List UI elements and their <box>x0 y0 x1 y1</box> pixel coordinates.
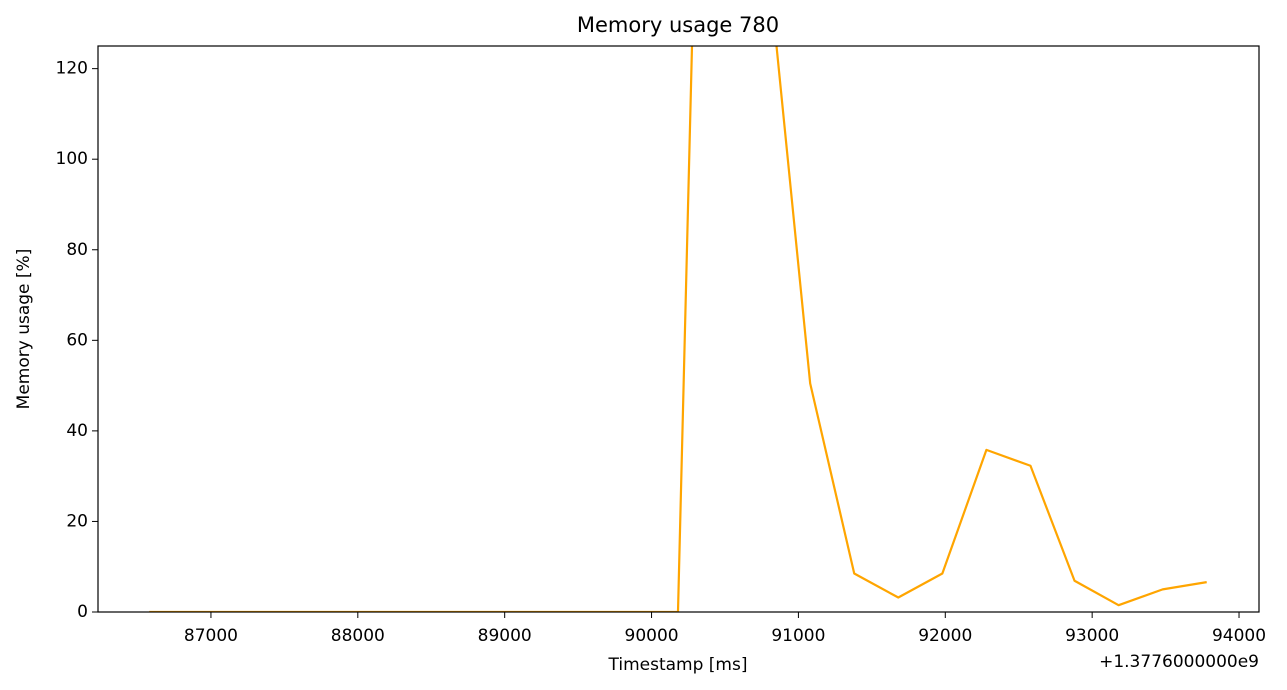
y-tick-label: 20 <box>66 511 88 531</box>
x-tick-label: 94000 <box>1212 626 1266 646</box>
plot-area <box>149 46 1207 612</box>
x-tick-label: 88000 <box>331 626 385 646</box>
x-tick-label: 92000 <box>918 626 972 646</box>
x-offset-label: +1.3776000000e9 <box>1099 652 1259 672</box>
data-line <box>149 46 1207 612</box>
x-tick-label: 93000 <box>1065 626 1119 646</box>
x-tick-label: 90000 <box>625 626 679 646</box>
y-tick-label: 100 <box>56 149 88 169</box>
chart-title: Memory usage 780 <box>577 13 779 37</box>
y-tick-label: 120 <box>56 59 88 79</box>
x-axis-label: Timestamp [ms] <box>608 655 748 675</box>
y-tick-label: 0 <box>77 602 88 622</box>
y-tick-label: 40 <box>66 421 88 441</box>
y-tick-label: 80 <box>66 240 88 260</box>
x-tick-label: 91000 <box>771 626 825 646</box>
plot-frame <box>97 45 1260 613</box>
y-tick-label: 60 <box>66 330 88 350</box>
y-axis-label: Memory usage [%] <box>14 249 34 410</box>
x-tick-label: 89000 <box>478 626 532 646</box>
x-tick-label: 87000 <box>184 626 238 646</box>
